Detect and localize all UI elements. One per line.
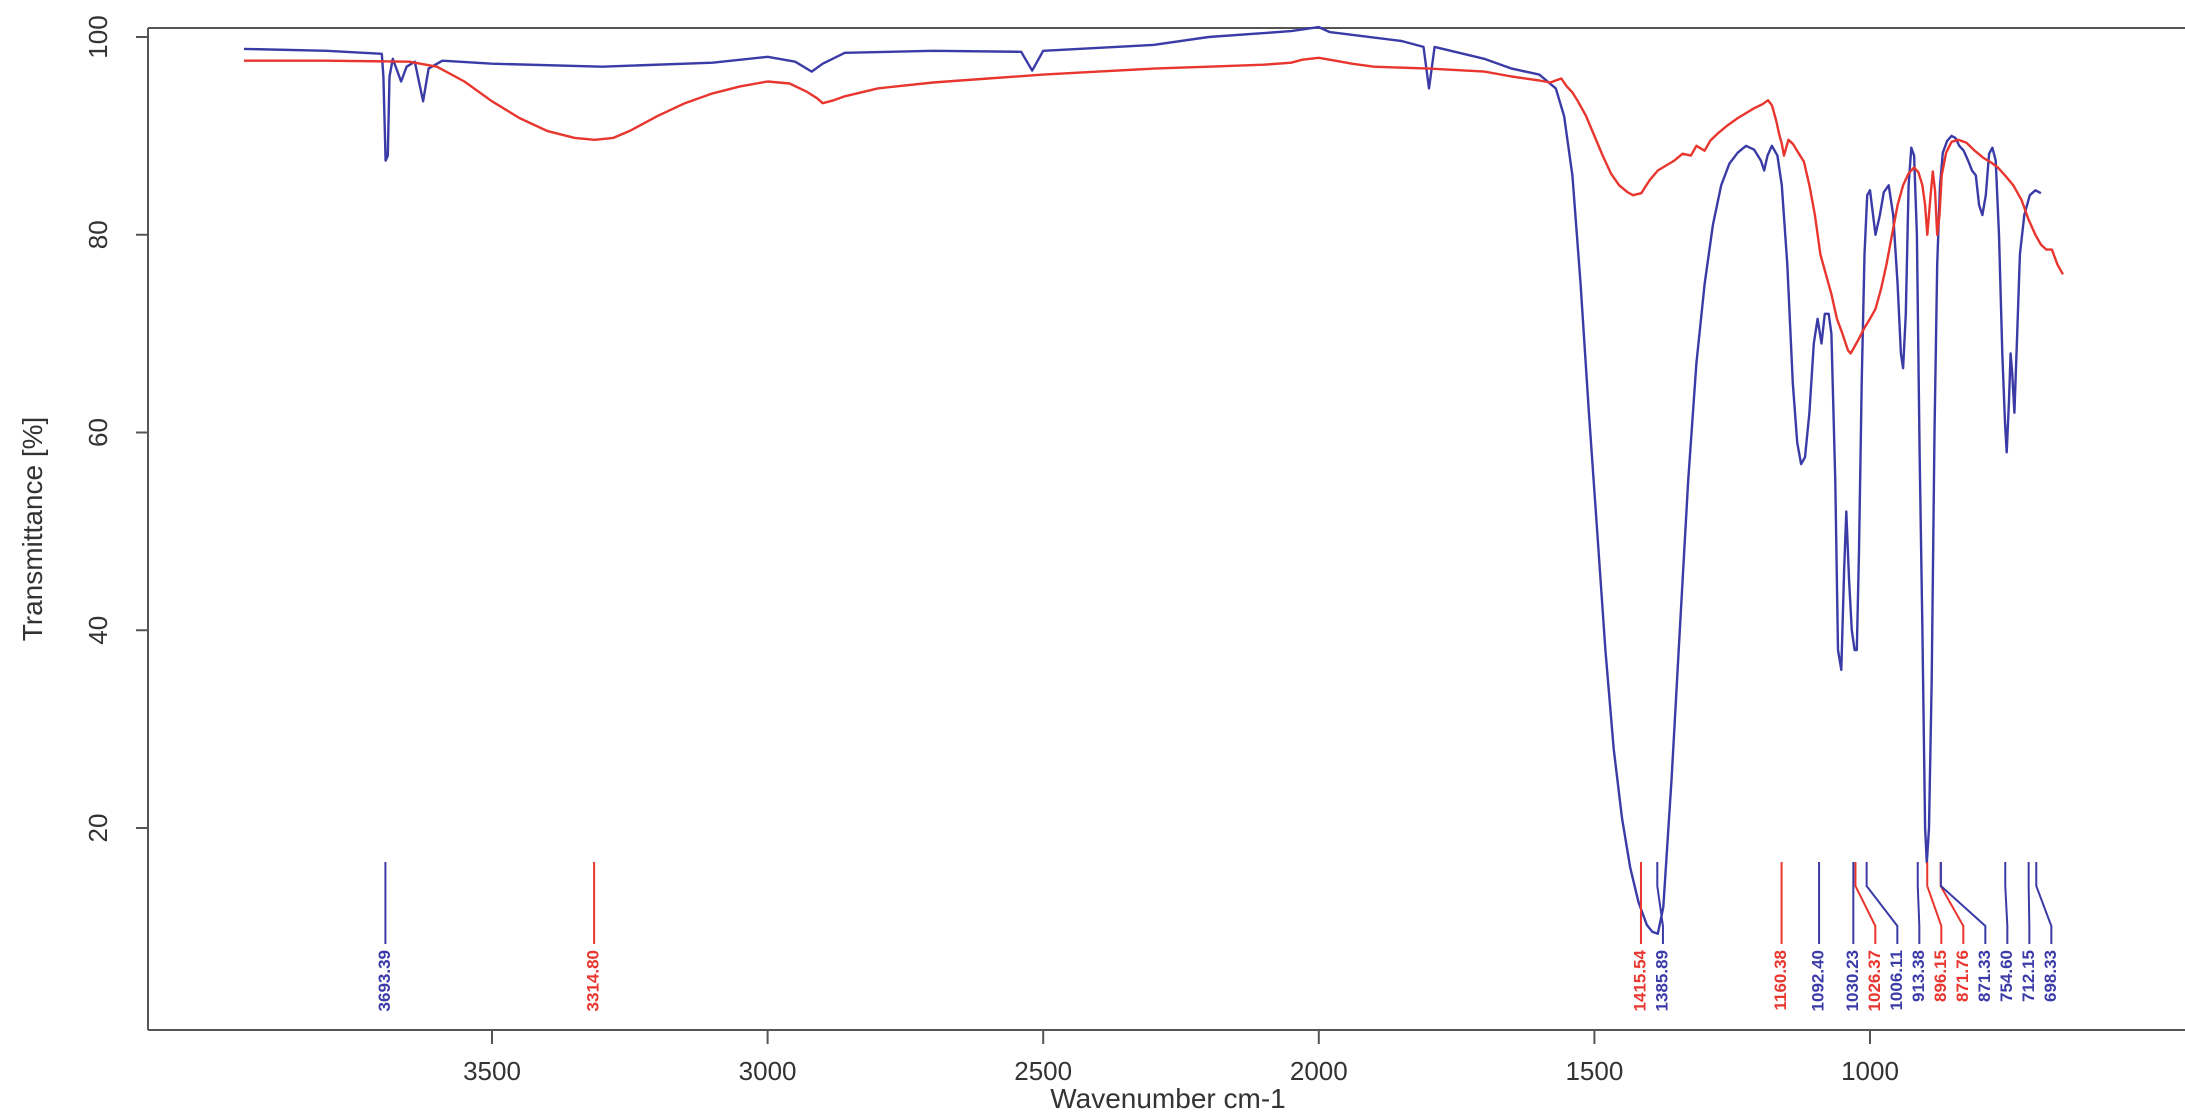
peak-label: 712.15 (2019, 950, 2038, 1002)
peak-label: 1006.11 (1887, 950, 1906, 1011)
spectrum-series (243, 25, 2064, 935)
peak-label: 1415.54 (1630, 949, 1649, 1011)
y-tick-label: 60 (83, 418, 113, 447)
x-axis-ticks: 3500 3000 2500 2000 1500 1000 (463, 1030, 1899, 1086)
y-axis-ticks: 20 40 60 80 100 (83, 15, 148, 842)
x-tick-label: 3000 (739, 1056, 797, 1086)
x-tick-label: 3500 (463, 1056, 521, 1086)
peak-leader-line (2004, 862, 2009, 944)
series-line-blue (243, 25, 2042, 935)
peak-label: 871.33 (1975, 950, 1994, 1002)
y-tick-label: 40 (83, 616, 113, 645)
peak-label: 1092.40 (1809, 950, 1828, 1011)
x-tick-label: 1500 (1565, 1056, 1623, 1086)
peak-label: 896.15 (1931, 950, 1950, 1002)
peak-leader-line (2035, 862, 2053, 944)
peak-label: 1160.38 (1771, 950, 1790, 1011)
y-tick-label: 100 (83, 15, 113, 58)
y-tick-label: 80 (83, 220, 113, 249)
x-tick-label: 2500 (1014, 1056, 1072, 1086)
peak-label: 871.76 (1953, 950, 1972, 1002)
x-tick-label: 2000 (1290, 1056, 1348, 1086)
peak-label: 698.33 (2041, 950, 2060, 1002)
peak-leader-line (1865, 862, 1899, 944)
y-tick-label: 20 (83, 814, 113, 843)
peak-leader-line (1854, 862, 1877, 944)
peak-label: 754.60 (1997, 950, 2016, 1002)
peak-label: 3314.80 (584, 950, 603, 1011)
peak-leader-line (1939, 862, 1987, 944)
y-axis-label: Transmittance [%] (17, 417, 48, 642)
peak-label: 1026.37 (1865, 950, 1884, 1011)
x-tick-label: 1000 (1841, 1056, 1899, 1086)
peak-label: 913.38 (1909, 950, 1928, 1002)
peak-label: 1030.23 (1843, 950, 1862, 1011)
peak-label: 3693.39 (375, 950, 394, 1011)
x-axis-label: Wavenumber cm-1 (1050, 1083, 1285, 1114)
peak-leader-line (1926, 862, 1943, 944)
peak-leader-line (2027, 862, 2031, 944)
peak-annotations: 3693.39 3314.80 1415.54 1385.89 1160.38 1092.… (375, 862, 2060, 1011)
peak-leader-line (1916, 862, 1921, 944)
series-line-red (244, 56, 2064, 355)
peak-label: 1385.89 (1652, 950, 1671, 1011)
peak-leader-line (1656, 862, 1664, 944)
